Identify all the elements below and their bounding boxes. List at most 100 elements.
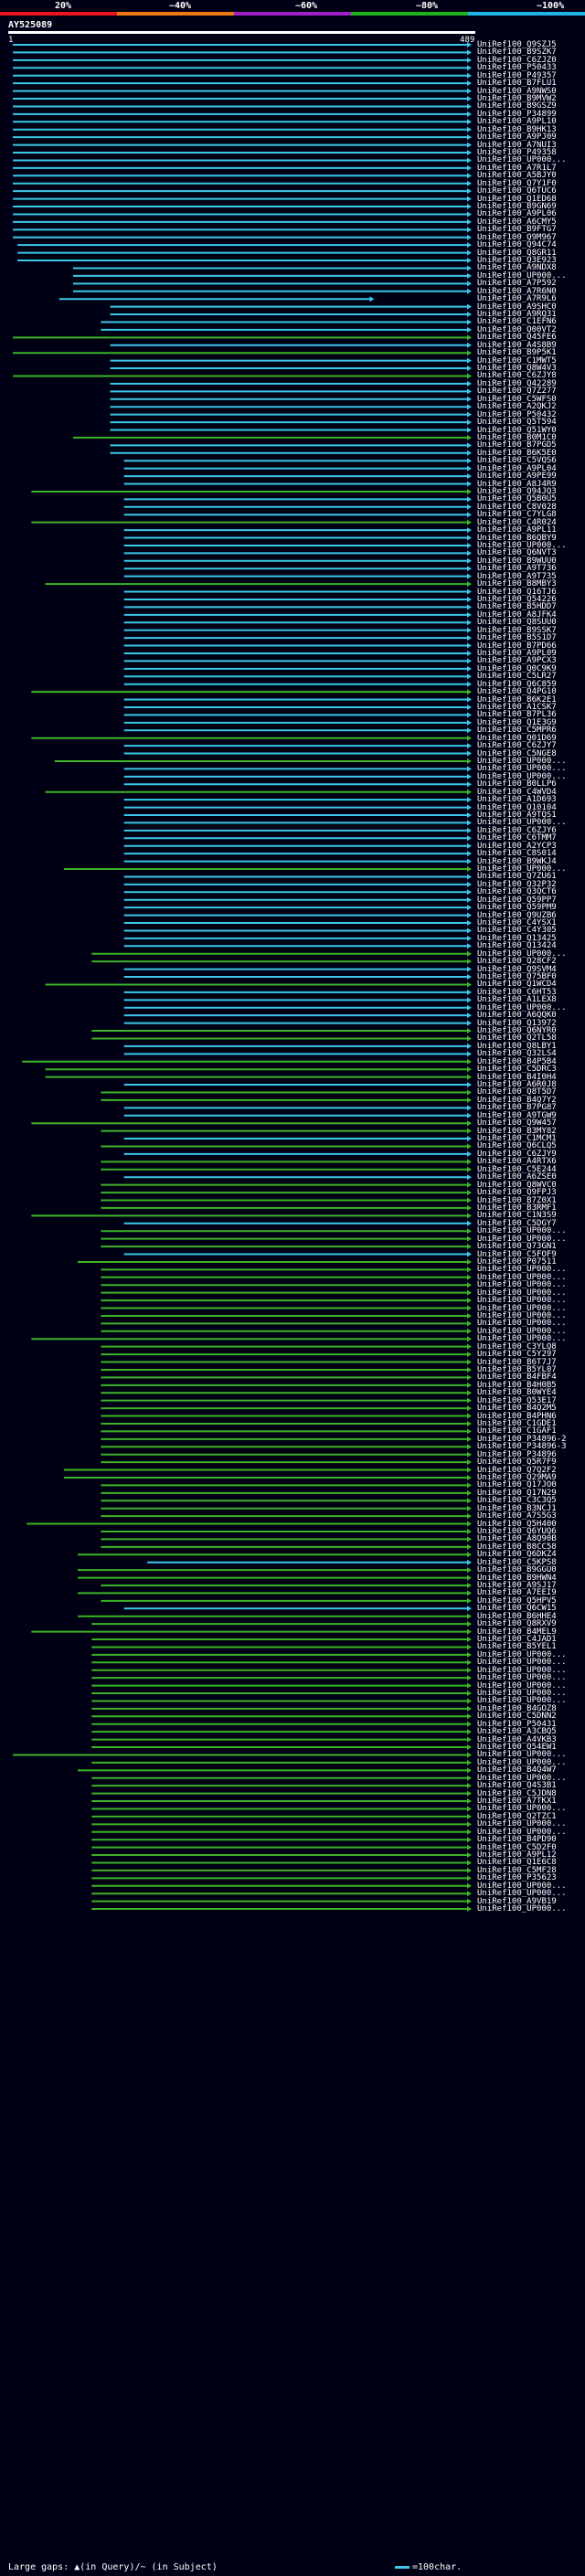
hit-label-link[interactable]: UniRef100_Q8W4V3 <box>477 364 557 374</box>
hit-label-link[interactable]: UniRef100_C5DNN2 <box>477 1712 557 1722</box>
hit-label-link[interactable]: UniRef100_B4PHN6 <box>477 1411 557 1421</box>
hit-label-link[interactable]: UniRef100_C6ZJY6 <box>477 825 557 835</box>
hit-label-link[interactable]: UniRef100_UP000... <box>477 771 567 781</box>
hit-label-link[interactable]: UniRef100_B6QBY9 <box>477 533 557 543</box>
hit-label-link[interactable]: UniRef100_C6ZJY7 <box>477 741 557 751</box>
hit-label-link[interactable]: UniRef100_A9PJ09 <box>477 133 557 143</box>
hit-label-link[interactable]: UniRef100_Q73GN1 <box>477 1242 557 1252</box>
hit-label-link[interactable]: UniRef100_UP000... <box>477 1265 567 1275</box>
hit-label-link[interactable]: UniRef100_Q29MA9 <box>477 1472 557 1482</box>
hit-label-link[interactable]: UniRef100_A9SJ17 <box>477 1581 557 1590</box>
hit-label-link[interactable]: UniRef100_C1GAF1 <box>477 1426 557 1436</box>
hit-label-link[interactable]: UniRef100_C5D2F0 <box>477 1842 557 1852</box>
hit-label-link[interactable]: UniRef100_B9GSZ9 <box>477 101 557 111</box>
hit-label-link[interactable]: UniRef100_UP000... <box>477 1296 567 1306</box>
hit-label-link[interactable]: UniRef100_Q9M967 <box>477 232 557 242</box>
hit-label-link[interactable]: UniRef100_B4PD90 <box>477 1835 557 1845</box>
hit-label-link[interactable]: UniRef100_C5KPS8 <box>477 1557 557 1567</box>
hit-label-link[interactable]: UniRef100_UP000... <box>477 818 567 828</box>
hit-label-link[interactable]: UniRef100_C5MF28 <box>477 1865 557 1875</box>
hit-label-link[interactable]: UniRef100_A4VKB3 <box>477 1734 557 1744</box>
hit-label-link[interactable]: UniRef100_B6HHE4 <box>477 1611 557 1621</box>
hit-label-link[interactable]: UniRef100_C6HT53 <box>477 987 557 997</box>
hit-label-link[interactable]: UniRef100_C6ZJY9 <box>477 1149 557 1159</box>
hit-label-link[interactable]: UniRef100_P49357 <box>477 70 557 80</box>
hit-label-link[interactable]: UniRef100_B4P5B4 <box>477 1056 557 1066</box>
hit-label-link[interactable]: UniRef100_Q6CW15 <box>477 1604 557 1614</box>
hit-label-link[interactable]: UniRef100_Q59PP7 <box>477 895 557 905</box>
hit-label-link[interactable]: UniRef100_A2YCP3 <box>477 841 557 851</box>
hit-label-link[interactable]: UniRef100_P49358 <box>477 148 557 158</box>
hit-label-link[interactable]: UniRef100_UP000... <box>477 949 567 959</box>
hit-label-link[interactable]: UniRef100_Q10104 <box>477 802 557 812</box>
hit-label-link[interactable]: UniRef100_A7S5G3 <box>477 1511 557 1521</box>
hit-label-link[interactable]: UniRef100_A8Q90B <box>477 1534 557 1544</box>
hit-label-link[interactable]: UniRef100_A9PL10 <box>477 117 557 127</box>
hit-label-link[interactable]: UniRef100_B9SSK7 <box>477 625 557 635</box>
hit-label-link[interactable]: UniRef100_Q16TJ6 <box>477 587 557 597</box>
hit-label-link[interactable]: UniRef100_P34899 <box>477 109 557 119</box>
hit-label-link[interactable]: UniRef100_A6QQK0 <box>477 1011 557 1021</box>
hit-label-link[interactable]: UniRef100_B4Q4W7 <box>477 1765 557 1776</box>
hit-label-link[interactable]: UniRef100_C5MPR6 <box>477 726 557 736</box>
hit-label-link[interactable]: UniRef100_B4FBF4 <box>477 1373 557 1383</box>
hit-label-link[interactable]: UniRef100_C5FOF9 <box>477 1249 557 1259</box>
hit-label-link[interactable]: UniRef100_Q9SVM4 <box>477 964 557 974</box>
hit-label-link[interactable]: UniRef100_Q53E17 <box>477 1395 557 1405</box>
hit-label-link[interactable]: UniRef100_B6K2E1 <box>477 694 557 705</box>
hit-label-link[interactable]: UniRef100_B4Q2M5 <box>477 1404 557 1414</box>
hit-label-link[interactable]: UniRef100_UP000... <box>477 1649 567 1659</box>
hit-label-link[interactable]: UniRef100_P07511 <box>477 1256 557 1267</box>
hit-label-link[interactable]: UniRef100_UP000... <box>477 1750 567 1760</box>
hit-label-link[interactable]: UniRef100_UP000... <box>477 1819 567 1829</box>
hit-label-link[interactable]: UniRef100_UP000... <box>477 1689 567 1699</box>
hit-label-link[interactable]: UniRef100_Q3E923 <box>477 256 557 266</box>
hit-label-link[interactable]: UniRef100_C5NGE8 <box>477 748 557 758</box>
hit-label-link[interactable]: UniRef100_Q17JO0 <box>477 1480 557 1490</box>
hit-label-link[interactable]: UniRef100_A9PE99 <box>477 472 557 482</box>
hit-label-link[interactable]: UniRef100_B9MVW2 <box>477 94 557 103</box>
hit-label-link[interactable]: UniRef100_Q4S3B1 <box>477 1781 557 1791</box>
hit-label-link[interactable]: UniRef100_Q7ZU61 <box>477 872 557 882</box>
hit-label-link[interactable]: UniRef100_Q51WY0 <box>477 425 557 435</box>
hit-label-link[interactable]: UniRef100_B7PD66 <box>477 641 557 651</box>
hit-label-link[interactable]: UniRef100_B7PG87 <box>477 1103 557 1113</box>
hit-label-link[interactable]: UniRef100_UP000... <box>477 1696 567 1706</box>
hit-label-link[interactable]: UniRef100_A9T736 <box>477 564 557 574</box>
hit-label-link[interactable]: UniRef100_B3MY82 <box>477 1126 557 1136</box>
hit-label-link[interactable]: UniRef100_Q42289 <box>477 378 557 388</box>
hit-label-link[interactable]: UniRef100_B9SZK7 <box>477 48 557 58</box>
hit-label-link[interactable]: UniRef100_UP000... <box>477 1827 567 1837</box>
hit-label-link[interactable]: UniRef100_B9WUU0 <box>477 556 557 566</box>
hit-label-link[interactable]: UniRef100_UP000... <box>477 1658 567 1668</box>
hit-label-link[interactable]: UniRef100_A8J4R9 <box>477 479 557 489</box>
hit-label-link[interactable]: UniRef100_P34896-2 <box>477 1434 567 1444</box>
hit-label-link[interactable]: UniRef100_A9VB19 <box>477 1896 557 1906</box>
hit-label-link[interactable]: UniRef100_B7PL36 <box>477 710 557 720</box>
hit-label-link[interactable]: UniRef100_A7TKX1 <box>477 1797 557 1807</box>
hit-label-link[interactable]: UniRef100_UP000... <box>477 1680 567 1691</box>
hit-label-link[interactable]: UniRef100_Q9W457 <box>477 1118 557 1129</box>
hit-label-link[interactable]: UniRef100_C4R024 <box>477 517 557 527</box>
hit-label-link[interactable]: UniRef100_C5LR27 <box>477 672 557 682</box>
hit-label-link[interactable]: UniRef100_A9T735 <box>477 571 557 581</box>
hit-label-link[interactable]: UniRef100_Q1E3G9 <box>477 717 557 727</box>
hit-label-link[interactable]: UniRef100_Q6NYR0 <box>477 1026 557 1036</box>
hit-label-link[interactable]: UniRef100_B9P5K1 <box>477 348 557 358</box>
hit-label-link[interactable]: UniRef100_P50431 <box>477 1719 557 1729</box>
hit-label-link[interactable]: UniRef100_Q2TZC1 <box>477 1811 557 1821</box>
hit-label-link[interactable]: UniRef100_C3YLQ8 <box>477 1341 557 1352</box>
hit-label-link[interactable]: UniRef100_A9PL04 <box>477 463 557 473</box>
hit-label-link[interactable]: UniRef100_A5BJY0 <box>477 171 557 181</box>
hit-label-link[interactable]: UniRef100_UP000... <box>477 1665 567 1675</box>
hit-label-link[interactable]: UniRef100_Q01D69 <box>477 733 557 743</box>
hit-label-link[interactable]: UniRef100_C4JAD1 <box>477 1635 557 1644</box>
hit-label-link[interactable]: UniRef100_B4H0B5 <box>477 1380 557 1390</box>
hit-label-link[interactable]: UniRef100_B9GGU0 <box>477 1565 557 1575</box>
hit-label-link[interactable]: UniRef100_Q8RXV9 <box>477 1619 557 1629</box>
hit-label-link[interactable]: UniRef100_A9NWS0 <box>477 86 557 96</box>
hit-label-link[interactable]: UniRef100_UP000... <box>477 1757 567 1767</box>
hit-label-link[interactable]: UniRef100_B0M1C0 <box>477 432 557 442</box>
hit-label-link[interactable]: UniRef100_C1GDE1 <box>477 1418 557 1428</box>
hit-label-link[interactable]: UniRef100_B9WKJ4 <box>477 856 557 866</box>
